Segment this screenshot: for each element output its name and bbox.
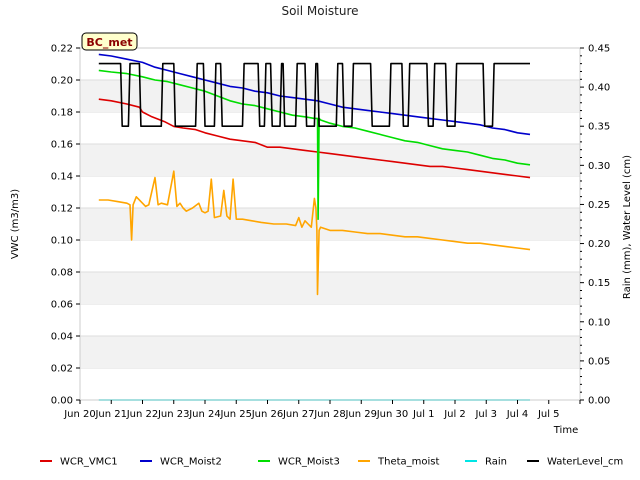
x-tick-label: Jun 25 bbox=[219, 409, 252, 420]
y-left-axis-title: VWC (m3/m3) bbox=[10, 189, 21, 259]
legend-label: WCR_VMC1 bbox=[60, 457, 118, 468]
legend-label: WCR_Moist3 bbox=[278, 457, 340, 468]
series-line-wcr-moist2 bbox=[98, 53, 531, 136]
y-right-tick-label: 0.30 bbox=[588, 161, 610, 172]
y-right-tick-label: 0.35 bbox=[588, 122, 610, 133]
y-left-tick-label: 0.12 bbox=[51, 204, 73, 215]
series-line-waterlevel-cm bbox=[98, 62, 530, 127]
y-left-tick-label: 0.14 bbox=[51, 172, 73, 183]
x-axis-title: Time bbox=[553, 425, 578, 436]
x-tick-label: Jun 24 bbox=[188, 409, 221, 420]
legend-label: WaterLevel_cm bbox=[547, 457, 623, 468]
series-line-wcr-vmc1 bbox=[98, 98, 531, 179]
x-tick-label: Jun 22 bbox=[126, 409, 159, 420]
x-tick-label: Jun 23 bbox=[157, 409, 190, 420]
x-tick-label: Jul 2 bbox=[443, 409, 466, 420]
y-right-axis-title: Rain (mm), Water Level (cm) bbox=[622, 155, 633, 299]
x-tick-label: Jul 5 bbox=[537, 409, 560, 420]
series-line-wcr-moist3 bbox=[98, 69, 531, 220]
x-tick-label: Jun 27 bbox=[282, 409, 315, 420]
x-tick-label: Jun 28 bbox=[313, 409, 346, 420]
x-tick-label: Jul 3 bbox=[474, 409, 497, 420]
grid-band bbox=[80, 336, 580, 368]
x-tick-label: Jun 21 bbox=[94, 409, 127, 420]
y-left-axis-ticks: 0.00 0.02 0.04 0.06 0.08 0.10 0.12 0.14 0.16 0.18… bbox=[51, 44, 80, 407]
y-left-tick-label: 0.10 bbox=[51, 236, 73, 247]
legend-label: Theta_moist bbox=[377, 457, 439, 468]
legend-label: WCR_Moist2 bbox=[160, 457, 222, 468]
y-left-tick-label: 0.06 bbox=[51, 300, 73, 311]
y-left-tick-label: 0.02 bbox=[51, 364, 73, 375]
x-axis-ticks: Jun 20 Jun 21 Jun 22 Jun 23 Jun 24 Jun 25 Jun … bbox=[63, 400, 581, 420]
y-left-tick-label: 0.00 bbox=[51, 396, 73, 407]
y-left-tick-label: 0.04 bbox=[51, 332, 73, 343]
y-right-tick-label: 0.00 bbox=[588, 396, 610, 407]
grid-band bbox=[80, 80, 580, 112]
x-tick-label: Jun 26 bbox=[251, 409, 284, 420]
x-tick-label: Jun 20 bbox=[63, 409, 96, 420]
x-tick-label: Jul 4 bbox=[506, 409, 529, 420]
site-badge-label: BC_met bbox=[86, 36, 132, 49]
y-right-tick-label: 0.40 bbox=[588, 83, 610, 94]
y-left-tick-label: 0.22 bbox=[51, 44, 73, 55]
y-left-tick-label: 0.16 bbox=[51, 140, 73, 151]
grid-band bbox=[80, 208, 580, 240]
y-right-tick-label: 0.25 bbox=[588, 200, 610, 211]
y-right-tick-label: 0.20 bbox=[588, 239, 610, 250]
y-left-tick-label: 0.18 bbox=[51, 108, 73, 119]
legend-label: Rain bbox=[485, 457, 507, 468]
y-right-tick-label: 0.15 bbox=[588, 278, 610, 289]
x-tick-label: Jun 29 bbox=[344, 409, 377, 420]
y-left-tick-label: 0.20 bbox=[51, 76, 73, 87]
y-left-tick-label: 0.08 bbox=[51, 268, 73, 279]
x-tick-label: Jun 30 bbox=[376, 409, 409, 420]
y-right-tick-label: 0.05 bbox=[588, 356, 610, 367]
series-line-theta-moist bbox=[98, 170, 531, 296]
x-tick-label: Jul 1 bbox=[412, 409, 435, 420]
grid-bands bbox=[80, 47, 580, 369]
site-badge: BC_met bbox=[81, 32, 138, 51]
grid-band bbox=[80, 144, 580, 176]
grid-band bbox=[80, 272, 580, 304]
y-right-tick-label: 0.45 bbox=[588, 44, 610, 55]
site-badge-box bbox=[81, 32, 138, 51]
y-right-tick-label: 0.10 bbox=[588, 317, 610, 328]
y-right-axis-ticks: 0.00 0.05 0.10 0.15 0.20 0.25 0.30 0.35 0.40 0.45 bbox=[580, 44, 610, 407]
legend: WCR_VMC1 WCR_Moist2 WCR_Moist3 Theta_moist R… bbox=[40, 457, 623, 468]
chart-title: Soil Moisture bbox=[281, 4, 358, 18]
